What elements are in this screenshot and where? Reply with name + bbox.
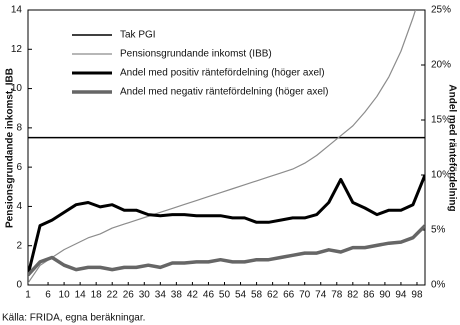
x-tick-label: 38 [171,290,183,301]
x-tick-label: 34 [155,290,167,301]
x-tick-label: 42 [187,290,199,301]
y2-tick-label: 0% [431,280,446,291]
x-tick-label: 10 [59,290,71,301]
x-tick-label: 94 [395,290,407,301]
y-tick-label: 10 [11,83,23,94]
legend-label: Andel med negativ räntefördelning (höger… [120,87,328,98]
x-tick-label: 78 [331,290,343,301]
legend-label: Tak PGI [120,30,156,41]
y-axis-label: Pensionsgrundande inkomst, IBB [5,68,16,228]
y2-tick-label: 10% [431,170,451,181]
y2-tick-label: 25% [431,5,451,16]
x-tick-label: 98 [411,290,423,301]
y2-tick-label: 20% [431,60,451,71]
x-tick-label: 90 [379,290,391,301]
x-tick-label: 54 [235,290,247,301]
x-tick-label: 30 [139,290,151,301]
x-tick-label: 46 [203,290,215,301]
series-line [28,10,417,284]
x-tick-label: 86 [363,290,375,301]
plot-lines [28,10,425,284]
source-note: Källa: FRIDA, egna beräkningar. [2,313,145,324]
series-line [28,224,425,277]
y-tick-label: 4 [16,201,22,212]
x-tick-label: 18 [91,290,103,301]
y-tick-label: 8 [16,122,22,133]
x-tick-label: 26 [123,290,135,301]
x-tick-label: 6 [45,290,51,301]
y-tick-label: 6 [16,162,22,173]
x-tick-label: 50 [219,290,231,301]
x-tick-label: 62 [267,290,279,301]
x-tick-label: 74 [315,290,327,301]
x-tick-label: 70 [299,290,311,301]
y2-tick-label: 5% [431,225,446,236]
y2-tick-label: 15% [431,115,451,126]
y-tick-label: 12 [11,44,23,55]
legend-label: Pensionsgrundande inkomst (IBB) [120,49,272,60]
x-tick-label: 58 [251,290,263,301]
plot-frame [27,9,426,286]
x-tick-label: 1 [25,290,31,301]
y-tick-label: 0 [16,280,22,291]
x-tick-label: 82 [347,290,359,301]
x-tick-label: 66 [283,290,295,301]
y-tick-label: 2 [16,240,22,251]
y-tick-label: 14 [11,5,23,16]
legend-label: Andel med positiv räntefördelning (höger… [120,68,325,79]
x-tick-label: 14 [75,290,87,301]
x-tick-label: 22 [107,290,119,301]
series-line [28,174,425,276]
y2-axis-label: Andel med räntefördelning [446,84,457,211]
